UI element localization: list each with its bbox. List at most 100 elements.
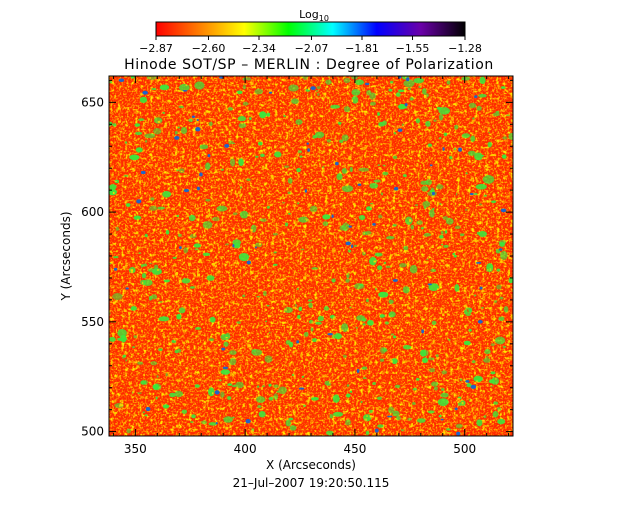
- heatmap-speckle: [334, 421, 337, 425]
- heatmap-speckle: [176, 78, 180, 80]
- heatmap-patch: [482, 175, 495, 184]
- heatmap-speckle: [388, 417, 392, 421]
- heatmap-speckle: [446, 313, 450, 315]
- heatmap-patch: [180, 126, 188, 135]
- heatmap-patch: [488, 379, 496, 384]
- heatmap-patch: [144, 133, 156, 139]
- heatmap-speckle: [191, 367, 194, 370]
- heatmap-patch: [312, 338, 318, 343]
- heatmap-speckle: [436, 90, 438, 93]
- heatmap-patch: [202, 252, 211, 257]
- heatmap-speckle: [327, 338, 330, 341]
- heatmap-speckle: [415, 232, 417, 234]
- heatmap-patch: [446, 80, 451, 85]
- heatmap-speckle: [366, 415, 368, 417]
- heatmap-speckle: [494, 162, 496, 165]
- heatmap-patch: [499, 296, 504, 300]
- heatmap-speckle: [162, 103, 164, 106]
- heatmap-speckle: [400, 394, 403, 396]
- heatmap-patch: [283, 165, 290, 168]
- heatmap-speckle: [495, 160, 499, 164]
- heatmap-speckle: [328, 224, 332, 227]
- heatmap-speckle: [320, 192, 324, 194]
- heatmap-speckle: [315, 340, 318, 343]
- heatmap-speckle: [316, 280, 319, 284]
- heatmap-speckle: [345, 273, 349, 275]
- heatmap-speckle: [239, 194, 243, 197]
- heatmap-speckle: [119, 404, 121, 407]
- heatmap-speckle: [463, 304, 467, 308]
- heatmap-patch: [492, 411, 499, 418]
- heatmap-patch: [153, 127, 162, 135]
- heatmap-core: [477, 319, 483, 324]
- heatmap-core: [183, 188, 190, 193]
- heatmap-speckle: [450, 117, 454, 121]
- heatmap-speckle: [305, 218, 307, 220]
- heatmap-speckle: [356, 329, 358, 332]
- heatmap-patch: [266, 305, 270, 307]
- heatmap-core: [456, 431, 461, 436]
- heatmap-patch: [444, 230, 448, 234]
- heatmap-speckle: [331, 199, 334, 201]
- heatmap-speckle: [185, 126, 188, 128]
- heatmap-patch: [440, 244, 444, 246]
- heatmap-patch: [337, 121, 342, 125]
- heatmap-core: [224, 143, 230, 148]
- heatmap-speckle: [125, 86, 127, 90]
- heatmap-speckle: [119, 400, 121, 402]
- heatmap-speckle: [181, 268, 185, 270]
- heatmap-speckle: [223, 324, 227, 327]
- heatmap-speckle: [504, 265, 507, 268]
- heatmap-patch: [181, 278, 191, 284]
- heatmap-patch: [474, 152, 483, 161]
- heatmap-speckle: [197, 210, 200, 213]
- heatmap-speckle: [351, 99, 354, 102]
- heatmap-speckle: [436, 202, 439, 206]
- heatmap-patch: [229, 358, 237, 366]
- heatmap-patch: [181, 409, 188, 414]
- heatmap-patch: [377, 265, 383, 271]
- y-tick-label: 650: [81, 95, 104, 109]
- heatmap-speckle: [485, 157, 488, 160]
- heatmap-patch: [153, 264, 159, 270]
- heatmap-speckle: [207, 105, 210, 108]
- heatmap-speckle: [213, 89, 215, 93]
- heatmap-speckle: [141, 416, 144, 418]
- heatmap-patch: [496, 268, 501, 272]
- heatmap-patch: [487, 141, 492, 148]
- heatmap-speckle: [113, 157, 115, 159]
- heatmap-speckle: [240, 122, 244, 124]
- heatmap-speckle: [356, 378, 360, 380]
- heatmap-core: [500, 208, 507, 213]
- heatmap-speckle: [308, 87, 310, 90]
- heatmap-core: [196, 119, 199, 121]
- heatmap-patch: [272, 263, 278, 266]
- heatmap-patch: [211, 216, 220, 222]
- heatmap-speckle: [500, 380, 503, 383]
- heatmap-speckle: [244, 379, 247, 382]
- heatmap-speckle: [431, 245, 434, 248]
- heatmap-speckle: [258, 301, 262, 303]
- heatmap-speckle: [200, 121, 203, 124]
- heatmap-core: [219, 76, 224, 79]
- heatmap-patch: [431, 320, 437, 325]
- heatmap-speckle: [214, 225, 216, 229]
- heatmap-patch: [303, 404, 306, 407]
- heatmap-speckle: [237, 191, 241, 194]
- heatmap-speckle: [446, 361, 449, 364]
- heatmap-speckle: [182, 341, 185, 345]
- heatmap-patch: [343, 77, 351, 84]
- heatmap-speckle: [122, 121, 125, 123]
- heatmap-speckle: [504, 92, 507, 95]
- heatmap-patch: [360, 400, 363, 404]
- heatmap-speckle: [485, 89, 488, 91]
- heatmap-patch: [194, 384, 200, 388]
- heatmap-patch: [490, 371, 496, 375]
- heatmap-speckle: [232, 323, 234, 326]
- heatmap-speckle: [326, 227, 330, 229]
- heatmap-patch: [443, 132, 448, 137]
- heatmap-patch: [125, 203, 131, 207]
- heatmap-patch: [400, 429, 404, 432]
- heatmap-speckle: [214, 344, 217, 346]
- heatmap-speckle: [480, 405, 482, 409]
